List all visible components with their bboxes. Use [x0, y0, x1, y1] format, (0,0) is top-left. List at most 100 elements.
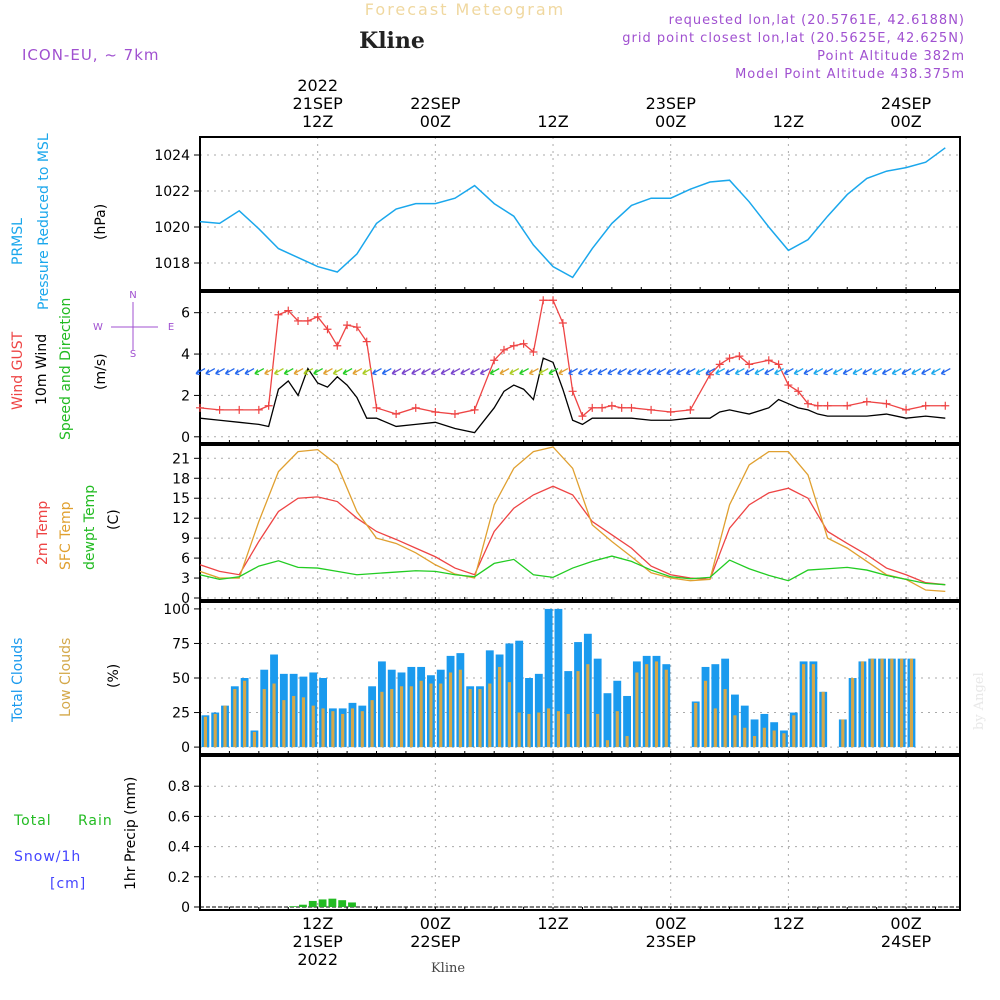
low-clouds-bar: [703, 680, 708, 748]
gust-marker: [745, 360, 754, 369]
wind-direction-arrow: [450, 368, 461, 376]
wind-direction-arrow: [823, 368, 833, 376]
ytick-label: 4: [181, 347, 190, 363]
ytick-label: 0: [181, 900, 190, 916]
wind-gust-line: [199, 299, 946, 418]
wind-direction-arrow: [371, 368, 382, 376]
wind-direction-arrow: [666, 368, 677, 376]
wind-direction-arrow: [421, 368, 431, 376]
ytick-label: 50: [172, 671, 190, 687]
low-clouds-bar: [596, 713, 600, 748]
wind-direction-arrow: [440, 368, 451, 376]
wind-direction-arrow: [391, 368, 402, 376]
low-clouds-bar: [713, 708, 717, 748]
time-tick-label: 24SEP: [881, 94, 932, 113]
total-clouds-bar: [534, 673, 543, 748]
total-clouds-label: Total Clouds: [10, 638, 26, 723]
gust-marker: [813, 401, 822, 410]
ytick-label: 0.8: [168, 779, 190, 795]
ytick-label: 18: [172, 471, 190, 487]
sfc-temp-label: SFC Temp: [58, 501, 74, 570]
wind-direction-arrow: [470, 368, 480, 376]
ytick-label: 3: [181, 571, 190, 587]
gust-marker: [617, 403, 626, 412]
gust-marker: [470, 405, 479, 414]
temp-2m-line: [199, 485, 946, 586]
wind-direction-arrow: [872, 368, 882, 376]
wind-direction-arrow: [303, 368, 314, 376]
ytick-label: 0.4: [168, 840, 190, 856]
low-clouds-bar: [517, 712, 521, 748]
panels: 1018 1020 1022 1024 0 2 4 6 0 3 6 9 12 15 18 21 0 25 50 75 1…: [154, 136, 961, 916]
total-clouds-bar: [525, 678, 533, 748]
total-clouds-bar: [544, 608, 553, 748]
low-clouds-bar: [478, 689, 482, 748]
time-tick-label: 12Z: [302, 914, 333, 933]
time-tick-label: 00Z: [890, 914, 921, 933]
watermark: by Angel: [972, 672, 987, 730]
point-altitude: Point Altitude 382m: [817, 49, 965, 64]
panel-frame: [199, 755, 961, 911]
low-clouds-bar: [498, 666, 502, 748]
low-clouds-bar: [252, 731, 256, 748]
wind-direction-arrow: [744, 368, 755, 376]
low-clouds-bar: [762, 727, 766, 748]
ytick-label: 6: [181, 306, 190, 322]
wind-direction-arrow: [656, 368, 667, 376]
low-clouds-bar: [841, 719, 845, 748]
wind-direction-arrow: [538, 368, 549, 376]
wind-direction-arrow: [881, 368, 892, 376]
total-clouds-bar: [554, 608, 563, 748]
time-tick-label: 23SEP: [646, 94, 697, 113]
low-clouds-bar: [468, 689, 472, 748]
time-tick-label: 2022: [297, 76, 338, 95]
wind-direction-arrow: [195, 368, 206, 376]
low-clouds-bar: [880, 658, 884, 748]
ytick-label: 1020: [154, 220, 190, 236]
gust-marker: [804, 399, 812, 408]
low-clouds-bar: [331, 711, 335, 748]
ytick-label: 12: [172, 511, 190, 527]
low-clouds-bar: [900, 658, 904, 748]
wind-direction-arrow: [685, 368, 696, 376]
wind-direction-arrow: [499, 368, 510, 376]
rain-bar: [289, 906, 298, 907]
low-clouds-bar: [488, 683, 492, 748]
panel-frame: [199, 291, 961, 444]
gust-marker: [578, 412, 587, 421]
gust-marker: [215, 405, 224, 414]
wind-direction-arrow: [244, 368, 255, 376]
low-clouds-bar: [213, 713, 217, 748]
snow-label: Snow/1h: [14, 849, 81, 865]
ytick-label: 9: [181, 531, 190, 547]
low-clouds-bar: [752, 736, 757, 748]
wind-direction-arrow: [224, 368, 235, 376]
gust-marker: [411, 403, 420, 412]
gust-marker: [529, 347, 538, 356]
wind-direction-arrow: [587, 368, 598, 376]
gust-marker: [862, 397, 871, 406]
gust-marker: [294, 316, 303, 325]
low-clouds-bar: [350, 708, 355, 748]
precip-unit: 1hr Precip (mm): [123, 777, 139, 890]
low-clouds-bar: [890, 658, 894, 748]
gust-marker: [323, 325, 332, 334]
low-clouds-bar: [262, 689, 266, 748]
ytick-label: 0: [181, 430, 190, 446]
panel-temperature: 0 3 6 9 12 15 18 21: [172, 444, 961, 607]
gust-marker: [254, 405, 263, 414]
gust-marker: [725, 354, 734, 363]
compass-e: E: [168, 322, 174, 333]
wind-label: 10m Wind: [34, 334, 50, 405]
low-clouds-bar: [370, 700, 374, 748]
time-tick-label: 2022: [297, 950, 338, 969]
time-tick-label: 21SEP: [293, 94, 344, 113]
wind-direction-arrow: [283, 368, 294, 376]
time-tick-label: 12Z: [773, 914, 804, 933]
low-clouds-bar: [243, 680, 247, 748]
time-tick-label: 22SEP: [410, 94, 461, 113]
time-tick-label: 12Z: [537, 914, 568, 933]
gust-marker: [607, 401, 616, 410]
low-clouds-bar: [223, 705, 227, 748]
total-clouds-bar: [603, 693, 612, 748]
